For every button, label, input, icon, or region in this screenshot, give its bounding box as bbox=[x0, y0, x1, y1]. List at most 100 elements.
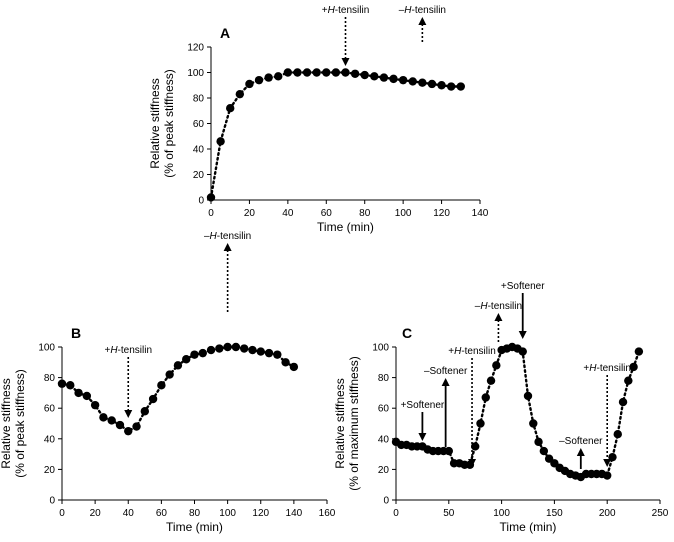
y-tick-label: 100 bbox=[372, 343, 389, 354]
annotation-text-part: +Softener bbox=[401, 400, 445, 411]
data-point bbox=[190, 350, 199, 359]
data-point bbox=[360, 70, 369, 80]
y-axis-subtitle: (% of peak stiffness) bbox=[162, 69, 176, 178]
annotation-text-part: H bbox=[110, 345, 118, 356]
annotation-text-part: -tensilin bbox=[217, 231, 251, 242]
data-point bbox=[331, 68, 341, 77]
data-point bbox=[115, 420, 125, 430]
data-point bbox=[215, 344, 224, 353]
arrow-up-icon bbox=[418, 17, 427, 25]
x-tick-label: 60 bbox=[321, 208, 333, 219]
y-tick-label: 60 bbox=[44, 404, 56, 415]
data-point bbox=[613, 430, 622, 439]
data-point bbox=[444, 446, 453, 456]
data-point bbox=[408, 77, 417, 86]
data-point bbox=[624, 376, 633, 385]
annotation-label: +Softener bbox=[401, 400, 445, 411]
data-point bbox=[312, 68, 321, 77]
data-point bbox=[231, 342, 241, 352]
data-point bbox=[82, 391, 92, 401]
x-tick-label: 0 bbox=[208, 208, 214, 219]
x-axis-title: Time (min) bbox=[500, 520, 557, 534]
x-tick-label: 0 bbox=[393, 508, 399, 519]
data-point bbox=[140, 407, 150, 416]
data-point bbox=[226, 104, 235, 113]
y-tick-label: 20 bbox=[193, 170, 205, 181]
x-axis-title: Time (min) bbox=[166, 520, 223, 534]
x-tick-label: 100 bbox=[493, 508, 510, 519]
y-tick-label: 40 bbox=[193, 145, 205, 156]
data-point bbox=[634, 347, 644, 356]
annotation-text-part: H bbox=[589, 363, 597, 374]
data-point bbox=[539, 446, 549, 456]
x-tick-label: 140 bbox=[286, 508, 303, 519]
annotation-text-part: -tensilin bbox=[488, 301, 522, 312]
annotation-text-part: H bbox=[328, 5, 336, 16]
arrow-down-icon bbox=[418, 433, 427, 441]
y-axis-title: Relative stiffness bbox=[333, 378, 347, 469]
data-point bbox=[264, 73, 273, 82]
data-point bbox=[534, 437, 543, 447]
data-point bbox=[235, 89, 245, 99]
x-tick-label: 120 bbox=[433, 208, 450, 219]
annotation-text-part: H bbox=[404, 5, 412, 16]
x-tick-label: 140 bbox=[472, 208, 489, 219]
x-tick-label: 100 bbox=[395, 208, 412, 219]
data-point bbox=[529, 419, 538, 428]
y-axis-subtitle: (% of maximum stiffness) bbox=[347, 356, 361, 490]
data-point bbox=[254, 75, 264, 85]
panel-label: C bbox=[402, 325, 412, 341]
x-tick-label: 120 bbox=[252, 508, 269, 519]
y-tick-label: 80 bbox=[44, 373, 56, 384]
annotation-text-part: -tensilin bbox=[461, 346, 495, 357]
annotation: +Softener bbox=[501, 281, 545, 339]
arrow-up-icon bbox=[494, 313, 503, 321]
annotation-text-part: -tensilin bbox=[335, 5, 369, 16]
annotation-text-part: – bbox=[204, 231, 210, 242]
x-tick-label: 160 bbox=[319, 508, 336, 519]
annotation-text-part: –Softener bbox=[559, 436, 603, 447]
data-point bbox=[289, 362, 299, 372]
data-point bbox=[173, 361, 183, 370]
y-axis-title: Relative stiffness bbox=[0, 378, 13, 469]
arrow-down-icon bbox=[603, 459, 612, 467]
data-point bbox=[248, 345, 257, 355]
series-line bbox=[60, 345, 296, 433]
annotation-label: –H-tensilin bbox=[399, 5, 446, 16]
data-point bbox=[629, 362, 638, 372]
data-point bbox=[293, 68, 302, 77]
data-point bbox=[274, 72, 283, 81]
y-tick-label: 40 bbox=[44, 434, 56, 445]
annotation-label: +H-tensilin bbox=[104, 345, 152, 356]
annotation: +H-tensilin bbox=[583, 363, 631, 467]
y-tick-label: 100 bbox=[187, 68, 204, 79]
panel-label: A bbox=[220, 25, 230, 41]
x-tick-label: 150 bbox=[546, 508, 563, 519]
data-point bbox=[281, 358, 290, 367]
data-point bbox=[618, 397, 628, 407]
annotation-text-part: – bbox=[399, 5, 405, 16]
data-point bbox=[148, 394, 158, 404]
annotation: +H-tensilin bbox=[104, 345, 152, 418]
data-point bbox=[492, 361, 501, 370]
arrow-down-icon bbox=[341, 58, 350, 66]
x-tick-label: 80 bbox=[359, 208, 371, 219]
data-point bbox=[471, 442, 480, 451]
y-tick-label: 80 bbox=[378, 373, 390, 384]
annotation-text-part: H bbox=[210, 231, 218, 242]
x-tick-label: 20 bbox=[90, 508, 102, 519]
data-point bbox=[245, 79, 254, 89]
x-tick-label: 0 bbox=[59, 508, 65, 519]
annotation-text-part: -tensilin bbox=[412, 5, 446, 16]
data-point bbox=[57, 379, 67, 388]
data-point bbox=[370, 72, 379, 81]
data-point bbox=[350, 69, 360, 78]
annotation-label: –H-tensilin bbox=[475, 301, 522, 312]
data-point bbox=[486, 376, 496, 385]
data-point bbox=[206, 345, 216, 355]
data-point bbox=[206, 193, 216, 202]
chart-panel-a: 0 20 40 60 80 100 120 140 0 20 40 60 80 100 120 Time (m… bbox=[148, 5, 489, 234]
data-point bbox=[157, 381, 166, 390]
data-point bbox=[398, 75, 408, 85]
